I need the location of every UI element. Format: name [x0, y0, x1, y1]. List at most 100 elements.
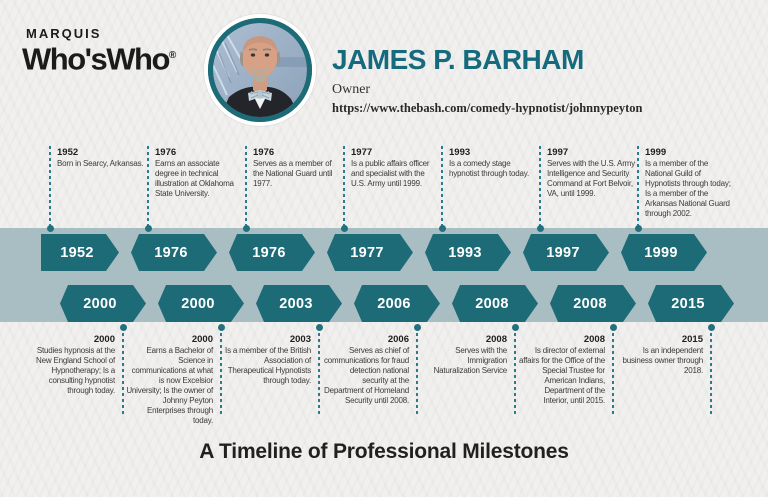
- connector-dashed-line: [637, 146, 639, 228]
- arrow-year-label: 2015: [671, 295, 705, 312]
- year-arrow-marker: 2006: [354, 285, 440, 322]
- milestone-year: 1952: [57, 147, 79, 158]
- connector-dot: [438, 225, 446, 232]
- connector-dot: [707, 324, 715, 331]
- milestone-year: 2000: [93, 334, 115, 345]
- milestone-description: Is director of external affairs for the …: [519, 346, 605, 405]
- connector-dot: [242, 225, 250, 232]
- milestone-bottom-item: 2008 Serves with the Immigration Natural…: [420, 324, 519, 415]
- profile-photo: [204, 14, 316, 126]
- milestone-top-item: 1997 Serves with the U.S. Army Intellige…: [536, 146, 635, 232]
- milestone-top-item: 1977 Is a public affairs officer and spe…: [340, 146, 439, 232]
- milestone-description: Is a member of the British Association o…: [225, 346, 311, 385]
- connector-dot: [536, 225, 544, 232]
- milestone-bottom-item: 2003 Is a member of the British Associat…: [224, 324, 323, 415]
- milestone-description: Is a public affairs officer and speciali…: [351, 159, 430, 188]
- milestone-description: Is a comedy stage hypnotist through toda…: [449, 159, 529, 178]
- year-arrow-marker: 2008: [452, 285, 538, 322]
- connector-dot: [609, 324, 617, 331]
- arrow-year-label: 2008: [475, 295, 509, 312]
- milestone-description: Serves as a member of the National Guard…: [253, 159, 333, 188]
- year-arrow-marker: 1997: [523, 234, 609, 271]
- arrow-year-label: 2000: [83, 295, 117, 312]
- arrow-year-label: 1999: [644, 244, 678, 261]
- connector-dot: [217, 324, 225, 331]
- year-arrow-marker: 2000: [158, 285, 244, 322]
- arrow-year-label: 1976: [154, 244, 188, 261]
- milestone-year: 2006: [387, 334, 409, 345]
- milestone-bottom-item: 2000 Studies hypnosis at the New England…: [28, 324, 127, 415]
- connector-dashed-line: [49, 146, 51, 228]
- milestone-year: 1999: [645, 147, 667, 158]
- logo-whos-who-text: Who'sWho®: [22, 41, 177, 77]
- milestone-year: 1977: [351, 147, 373, 158]
- connector-dashed-line: [147, 146, 149, 228]
- milestone-description: Born in Searcy, Arkansas.: [57, 159, 144, 168]
- year-arrow-marker: 1952: [41, 234, 119, 271]
- milestone-bottom-item: 2015 Is an independent business owner th…: [616, 324, 715, 415]
- connector-dot: [413, 324, 421, 331]
- connector-dashed-line: [710, 333, 712, 415]
- milestone-top-item: 1976 Serves as a member of the National …: [242, 146, 341, 232]
- connector-dot: [634, 225, 642, 232]
- milestone-description: Earns an associate degree in technical i…: [155, 159, 234, 198]
- connector-dashed-line: [441, 146, 443, 228]
- year-arrow-marker: 2000: [60, 285, 146, 322]
- profile-photo-illustration: [208, 18, 312, 122]
- connector-dashed-line: [122, 333, 124, 415]
- year-arrow-marker: 2008: [550, 285, 636, 322]
- registered-mark: ®: [168, 50, 177, 61]
- year-arrow-marker: 1993: [425, 234, 511, 271]
- arrow-year-label: 2008: [573, 295, 607, 312]
- profile-job-title: Owner: [332, 82, 371, 97]
- connector-dashed-line: [318, 333, 320, 415]
- milestone-top-item: 1952 Born in Searcy, Arkansas.: [46, 146, 145, 232]
- milestone-year: 2015: [681, 334, 703, 345]
- milestone-year: 1997: [547, 147, 569, 158]
- arrow-year-label: 1952: [60, 244, 94, 261]
- arrow-year-label: 1997: [546, 244, 580, 261]
- connector-dashed-line: [612, 333, 614, 415]
- profile-url-link[interactable]: https://www.thebash.com/comedy-hypnotist…: [332, 101, 643, 115]
- milestone-bottom-item: 2008 Is director of external affairs for…: [518, 324, 617, 415]
- logo-marquis-text: MARQUIS: [26, 26, 102, 41]
- milestone-top-item: 1976 Earns an associate degree in techni…: [144, 146, 243, 232]
- year-arrow-marker: 1976: [131, 234, 217, 271]
- connector-dot: [144, 225, 152, 232]
- marquis-whos-who-logo: MARQUIS Who'sWho®: [22, 26, 176, 74]
- arrow-year-label: 2003: [279, 295, 313, 312]
- connector-dot: [511, 324, 519, 331]
- connector-dot: [340, 225, 348, 232]
- milestone-description: Earns a Bachelor of Science in communica…: [126, 346, 213, 425]
- connector-dashed-line: [539, 146, 541, 228]
- milestone-description: Serves with the Immigration Naturalizati…: [433, 346, 508, 375]
- milestone-description: Is a member of the National Guild of Hyp…: [645, 159, 731, 218]
- connector-dot: [46, 225, 54, 232]
- year-arrow-marker: 2015: [648, 285, 734, 322]
- year-arrow-marker: 2003: [256, 285, 342, 322]
- milestone-year: 1976: [253, 147, 275, 158]
- profile-header: JAMES P. BARHAM Owner https://www.thebas…: [332, 44, 642, 117]
- year-arrow-marker: 1999: [621, 234, 707, 271]
- arrow-year-label: 1993: [448, 244, 482, 261]
- arrow-year-label: 2000: [181, 295, 215, 312]
- connector-dashed-line: [343, 146, 345, 228]
- milestone-bottom-item: 2006 Serves as chief of communications f…: [322, 324, 421, 415]
- arrow-year-label: 1977: [350, 244, 384, 261]
- milestone-year: 2000: [191, 334, 213, 345]
- connector-dashed-line: [245, 146, 247, 228]
- connector-dashed-line: [514, 333, 516, 415]
- year-arrow-marker: 1976: [229, 234, 315, 271]
- milestone-description: Is an independent business owner through…: [622, 346, 703, 375]
- milestone-year: 2008: [583, 334, 605, 345]
- connector-dot: [315, 324, 323, 331]
- connector-dot: [119, 324, 127, 331]
- profile-name: JAMES P. BARHAM: [332, 44, 584, 75]
- connector-dashed-line: [416, 333, 418, 415]
- milestone-year: 2003: [289, 334, 311, 345]
- arrow-year-label: 2006: [377, 295, 411, 312]
- arrow-year-label: 1976: [252, 244, 286, 261]
- milestone-top-item: 1993 Is a comedy stage hypnotist through…: [438, 146, 537, 232]
- year-arrow-marker: 1977: [327, 234, 413, 271]
